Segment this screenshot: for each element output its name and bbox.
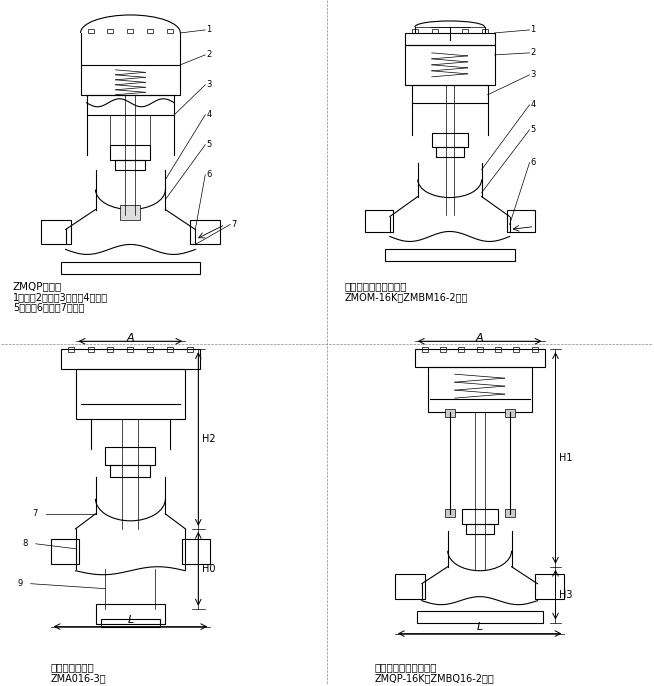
Text: L: L — [128, 615, 133, 625]
Bar — [120, 204, 141, 220]
Bar — [187, 347, 194, 352]
Text: 5: 5 — [206, 140, 211, 149]
Bar — [86, 95, 175, 115]
Bar — [111, 145, 150, 160]
Bar — [505, 509, 515, 517]
Bar — [415, 349, 545, 367]
Bar — [116, 160, 145, 169]
Bar — [422, 347, 428, 352]
Bar — [147, 29, 154, 33]
Bar — [167, 29, 173, 33]
Text: ZMA016-3型: ZMA016-3型 — [50, 674, 106, 683]
Text: H3: H3 — [559, 590, 573, 600]
Text: 7: 7 — [232, 220, 237, 229]
Bar — [107, 347, 114, 352]
Bar — [405, 45, 494, 85]
Bar — [190, 220, 220, 244]
Bar — [432, 29, 438, 33]
Text: 1、膜犇2、推枆3、支杦4、阀杆: 1、膜犇2、推枆3、支杦4、阀杆 — [12, 292, 108, 303]
Text: A: A — [127, 333, 134, 343]
Bar — [412, 85, 488, 103]
Text: 7: 7 — [32, 509, 38, 519]
Bar — [445, 509, 455, 517]
Text: 8: 8 — [22, 539, 27, 548]
Bar — [462, 29, 468, 33]
Text: L: L — [477, 622, 483, 632]
Bar — [107, 29, 114, 33]
Bar — [182, 539, 210, 564]
Text: 1: 1 — [206, 25, 211, 34]
Text: 3: 3 — [206, 80, 212, 89]
Bar — [95, 604, 165, 624]
Text: 5: 5 — [530, 126, 536, 134]
Bar — [41, 220, 71, 244]
Text: 1: 1 — [530, 25, 536, 34]
Text: 二位三通切断阀: 二位三通切断阀 — [50, 663, 94, 672]
Text: ZMOM-16K（ZMBM16-2）型: ZMOM-16K（ZMBM16-2）型 — [345, 292, 468, 303]
Text: H1: H1 — [559, 453, 573, 463]
Text: 4: 4 — [206, 110, 211, 119]
Bar — [405, 33, 494, 45]
Bar — [445, 409, 455, 417]
Text: 9: 9 — [18, 579, 23, 588]
Bar — [532, 347, 538, 352]
Text: 4: 4 — [530, 100, 536, 109]
Bar — [534, 573, 564, 599]
Text: H2: H2 — [202, 434, 216, 444]
Bar — [507, 209, 534, 233]
Bar — [67, 347, 73, 352]
Bar — [385, 250, 515, 261]
Bar — [458, 347, 464, 352]
Text: 单座切断阀（立柱式）: 单座切断阀（立柱式） — [375, 663, 438, 672]
Text: 3: 3 — [530, 71, 536, 80]
Bar — [80, 65, 181, 95]
Bar — [505, 409, 515, 417]
Bar — [495, 347, 501, 352]
Bar — [61, 349, 200, 369]
Bar — [111, 465, 150, 477]
Bar — [436, 147, 464, 156]
Bar — [417, 611, 543, 623]
Bar — [88, 29, 94, 33]
Bar — [101, 619, 160, 626]
Text: 6: 6 — [206, 170, 212, 179]
Bar — [462, 509, 498, 524]
Text: ZMQP单座型: ZMQP单座型 — [12, 281, 62, 292]
Text: A: A — [476, 333, 483, 343]
Bar — [432, 132, 468, 147]
Text: H0: H0 — [202, 564, 216, 573]
Bar — [105, 447, 156, 465]
Text: ZMQP-16K（ZMBQ16-2）型: ZMQP-16K（ZMBQ16-2）型 — [375, 674, 494, 683]
Text: 5、阀芯6、阀座7、阀体: 5、阀芯6、阀座7、阀体 — [12, 303, 84, 312]
Bar — [412, 29, 418, 33]
Bar — [128, 29, 133, 33]
Bar — [440, 347, 446, 352]
Bar — [167, 347, 173, 352]
Bar — [513, 347, 519, 352]
Bar — [88, 347, 94, 352]
Bar — [365, 209, 393, 233]
Bar — [61, 263, 200, 274]
Bar — [50, 539, 78, 564]
Bar — [147, 347, 154, 352]
Bar — [477, 347, 483, 352]
Bar — [76, 369, 185, 419]
Text: 2: 2 — [530, 49, 536, 58]
Text: 2: 2 — [206, 50, 211, 60]
Bar — [428, 367, 532, 412]
Bar — [395, 573, 425, 599]
Bar — [481, 29, 488, 33]
Bar — [128, 347, 133, 352]
Text: 套筒切断阀（带手轮）: 套筒切断阀（带手轮） — [345, 281, 407, 292]
Bar — [466, 524, 494, 534]
Text: 6: 6 — [530, 158, 536, 167]
